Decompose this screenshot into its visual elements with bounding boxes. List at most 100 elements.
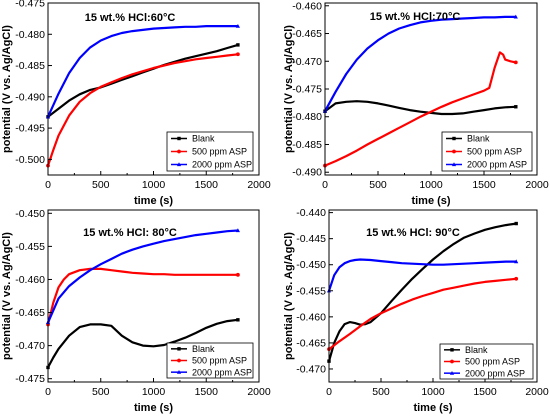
x-tick-label: 2000 <box>525 386 549 398</box>
y-tick-label: -0.475 <box>292 84 322 96</box>
chart-panel-1: 0 500 1000 1500 2000 -0.500 -0.495 -0.490 -0.485… <box>1 0 271 207</box>
data-point <box>236 52 240 57</box>
data-point <box>177 136 181 141</box>
data-point <box>236 43 240 47</box>
data-point <box>450 348 454 352</box>
x-tick-label: 0 <box>326 386 332 398</box>
y-tick-label: -0.465 <box>15 307 45 319</box>
x-tick-label: 1000 <box>142 179 166 191</box>
y-axis-title: potential (V vs. Ag/AgCl) <box>283 25 295 153</box>
data-point <box>513 60 518 65</box>
series-line <box>328 277 517 351</box>
data-point <box>449 370 455 375</box>
y-tick-label: -0.460 <box>296 311 326 323</box>
chart-panel-4: 0 500 1000 1500 2000 -0.470 -0.465 -0.460 -0.455… <box>283 207 549 414</box>
data-point <box>514 221 518 226</box>
y-tick-label: -0.470 <box>296 363 326 375</box>
panel-title: 15 wt.% HCl: 80°C <box>83 227 177 239</box>
legend-label: 2000 ppm ASP <box>467 160 527 170</box>
y-tick-label: -0.445 <box>296 233 326 245</box>
legend-label: Blank <box>465 345 488 355</box>
data-point <box>177 149 181 154</box>
data-point <box>176 162 182 167</box>
x-tick-label: 1000 <box>419 179 443 191</box>
y-tick-label: -0.480 <box>292 111 322 123</box>
legend-label: 2000 ppm ASP <box>465 368 525 378</box>
panel-title: 15 wt.% HCl:60°C <box>85 12 176 24</box>
data-point <box>513 14 518 19</box>
series-500-ppm-asp <box>327 276 519 352</box>
data-point <box>177 358 181 363</box>
y-tick-label: -0.455 <box>15 241 45 253</box>
x-axis-title: time (s) <box>134 195 173 207</box>
x-axis-title: time (s) <box>134 402 173 414</box>
y-tick-label: -0.450 <box>296 259 326 271</box>
y-axis-title: potential (V vs. Ag/AgCl) <box>283 232 295 360</box>
y-tick-label: -0.470 <box>15 340 45 352</box>
panel-title: 15 wt.% HCl:70°C <box>370 11 461 23</box>
x-axis-title: time (s) <box>411 195 450 207</box>
series-line <box>46 25 238 118</box>
x-tick-label: 1000 <box>421 386 445 398</box>
y-axis-title: potential (V vs. Ag/AgCl) <box>1 232 13 360</box>
series-2000-ppm-asp <box>326 258 519 293</box>
x-tick-label: 500 <box>92 386 110 398</box>
y-axis-title: potential (V vs. Ag/AgCl) <box>1 25 13 153</box>
legend-label: Blank <box>192 134 215 144</box>
panel-title: 15 wt.% HCl: 90°C <box>366 227 460 239</box>
y-tick-label: -0.475 <box>15 0 45 10</box>
series-line <box>47 318 239 368</box>
series-line <box>327 222 517 362</box>
x-tick-label: 1500 <box>195 386 219 398</box>
data-point <box>451 162 457 167</box>
series-line <box>327 258 517 292</box>
x-tick-label: 500 <box>369 179 387 191</box>
data-point <box>514 105 518 109</box>
series-line <box>46 229 238 323</box>
x-tick-label: 0 <box>45 386 51 398</box>
series-line <box>47 43 239 118</box>
data-point <box>177 347 181 351</box>
x-axis-title: time (s) <box>413 402 452 414</box>
legend-label: 500 ppm ASP <box>465 357 520 367</box>
series-blank <box>323 100 518 116</box>
y-tick-label: -0.470 <box>292 56 322 68</box>
series-2000-ppm-asp <box>322 14 518 113</box>
y-tick-label: -0.485 <box>292 139 322 151</box>
data-point <box>452 136 456 141</box>
x-tick-label: 0 <box>45 179 51 191</box>
y-tick-label: -0.490 <box>292 167 322 179</box>
y-tick-label: -0.490 <box>15 91 45 103</box>
x-tick-label: 2000 <box>247 386 271 398</box>
x-tick-label: 500 <box>92 179 110 191</box>
x-tick-label: 1500 <box>195 179 219 191</box>
y-tick-label: -0.450 <box>15 208 45 220</box>
legend-label: 500 ppm ASP <box>467 147 522 157</box>
chart-panel-2: 0 500 1000 1500 2000 -0.490 -0.485 -0.480 -0.475… <box>283 0 549 207</box>
data-point <box>235 23 240 28</box>
chart-panel-3: 0 500 1000 1500 2000 -0.475 -0.470 -0.465 -0.460… <box>1 208 271 414</box>
series-blank <box>327 221 518 363</box>
series-line <box>46 53 239 166</box>
legend-label: 500 ppm ASP <box>192 147 247 157</box>
data-point <box>236 272 240 277</box>
legend-label: 500 ppm ASP <box>192 356 247 366</box>
data-point <box>450 359 454 364</box>
data-point <box>176 369 182 374</box>
x-tick-label: 1000 <box>142 386 166 398</box>
series-500-ppm-asp <box>46 52 240 168</box>
x-tick-label: 0 <box>322 179 328 191</box>
series-line <box>324 15 516 112</box>
y-tick-label: -0.495 <box>15 123 45 135</box>
series-500-ppm-asp <box>46 267 240 327</box>
series-line <box>324 51 517 167</box>
series-line <box>324 100 516 116</box>
x-tick-label: 2000 <box>525 179 549 191</box>
y-tick-label: -0.465 <box>292 28 322 40</box>
y-tick-label: -0.465 <box>296 337 326 349</box>
series-2000-ppm-asp <box>45 228 240 325</box>
